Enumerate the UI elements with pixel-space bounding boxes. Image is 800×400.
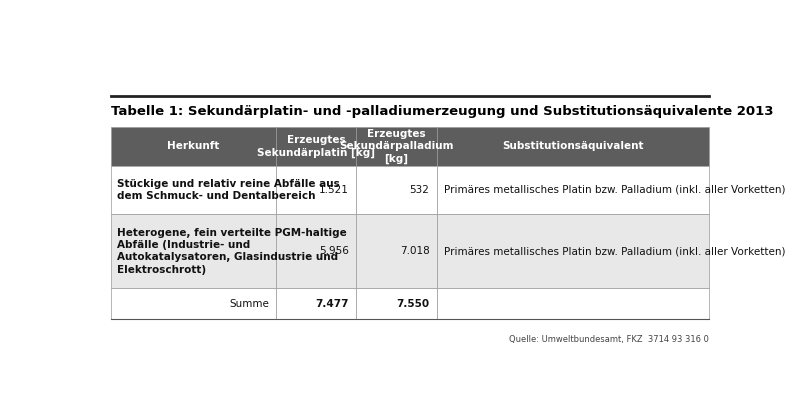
Bar [275,126,356,166]
Text: 5.956: 5.956 [319,246,349,256]
Text: Heterogene, fein verteilte PGM-haltige
Abfälle (Industrie- und
Autokatalysatoren: Heterogene, fein verteilte PGM-haltige A… [118,228,347,275]
Text: Herkunft: Herkunft [167,141,219,151]
Text: Primäres metallisches Platin bzw. Palladium (inkl. aller Vorketten): Primäres metallisches Platin bzw. Pallad… [444,185,786,195]
Bar [275,214,356,288]
Bar [275,166,356,214]
Bar [111,166,275,214]
Text: Substitutionsäquivalent: Substitutionsäquivalent [502,141,644,151]
Text: 532: 532 [410,185,430,195]
Text: Summe: Summe [230,299,270,309]
Text: Primäres metallisches Platin bzw. Palladium (inkl. aller Vorketten): Primäres metallisches Platin bzw. Pallad… [444,246,786,256]
Bar [356,214,437,288]
Bar [437,288,709,319]
Text: Erzeugtes
Sekundärplatin [kg]: Erzeugtes Sekundärplatin [kg] [257,135,375,158]
Text: Quelle: Umweltbundesamt, FKZ  3714 93 316 0: Quelle: Umweltbundesamt, FKZ 3714 93 316… [509,335,709,344]
Bar [356,166,437,214]
Text: Tabelle 1: Sekundärplatin- und -palladiumerzeugung und Substitutionsäquivalente : Tabelle 1: Sekundärplatin- und -palladiu… [111,105,774,118]
Bar [111,288,275,319]
Text: Erzeugtes
Sekundärpalladium
[kg]: Erzeugtes Sekundärpalladium [kg] [339,129,454,164]
Bar [111,214,275,288]
Text: 7.550: 7.550 [396,299,430,309]
Bar [356,288,437,319]
Text: 7.018: 7.018 [400,246,430,256]
Bar [275,288,356,319]
Bar [356,126,437,166]
Text: 7.477: 7.477 [315,299,349,309]
Bar [111,126,275,166]
Text: Stückige und relativ reine Abfälle aus
dem Schmuck- und Dentalbereich: Stückige und relativ reine Abfälle aus d… [118,179,340,201]
Bar [437,214,709,288]
Bar [437,126,709,166]
Bar [437,166,709,214]
Text: 1.521: 1.521 [319,185,349,195]
